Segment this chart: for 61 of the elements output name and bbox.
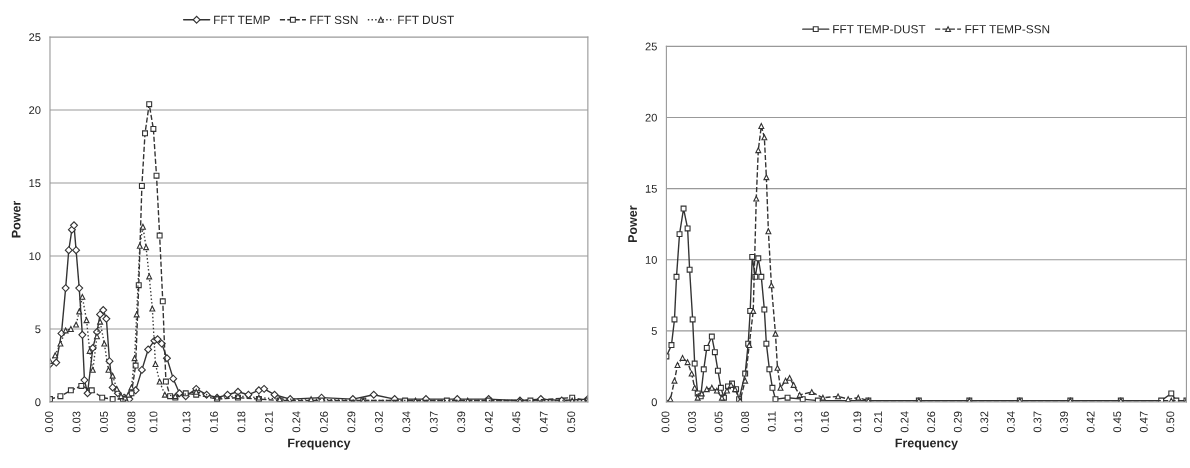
- x-tick-label: 0.10: [149, 411, 158, 433]
- y-tick-label: 10: [645, 256, 657, 264]
- x-axis-title: Frequency: [288, 438, 351, 450]
- x-tick-label: 0.47: [539, 411, 548, 433]
- x-tick-label: 0.21: [874, 411, 882, 433]
- x-tick-label: 0.03: [688, 411, 696, 433]
- x-tick-label: 0.05: [100, 411, 108, 433]
- x-tick-label: 0.50: [567, 411, 576, 433]
- x-tick-label: 0.00: [45, 411, 53, 433]
- y-axis-title: Power: [628, 205, 637, 243]
- x-tick-label: 0.34: [402, 411, 411, 433]
- legend-label: FFT TEMP-SSN: [965, 25, 1050, 34]
- x-tick-label: 0.21: [264, 411, 273, 433]
- x-tick-label: 0.11: [767, 411, 776, 432]
- y-tick-label: 25: [645, 42, 657, 51]
- x-tick-label: 0.37: [429, 411, 438, 433]
- legend-label: FFT TEMP: [214, 15, 270, 24]
- y-tick-label: 5: [651, 327, 657, 336]
- x-tick-label: 0.16: [820, 411, 829, 433]
- x-tick-label: 0.29: [953, 411, 962, 433]
- y-tick-label: 5: [35, 325, 41, 334]
- y-tick-label: 0: [651, 398, 657, 407]
- x-tick-label: 0.00: [661, 411, 670, 433]
- y-tick-label: 15: [645, 184, 657, 193]
- x-tick-label: 0.37: [1033, 411, 1042, 433]
- x-tick-label: 0.32: [374, 411, 383, 433]
- x-tick-label: 0.29: [347, 411, 356, 433]
- y-tick-label: 0: [35, 398, 41, 407]
- y-tick-label: 20: [29, 106, 41, 115]
- x-tick-label: 0.05: [714, 411, 723, 433]
- legend-label: FFT DUST: [398, 15, 454, 25]
- x-tick-label: 0.19: [853, 411, 862, 433]
- x-tick-label: 0.45: [512, 411, 521, 433]
- legend-label: FFT TEMP-DUST: [833, 25, 926, 34]
- x-tick-label: 0.50: [1166, 411, 1175, 433]
- y-axis-title: Power: [11, 200, 21, 238]
- x-axis-title: Frequency: [895, 438, 958, 450]
- y-tick-label: 25: [29, 33, 41, 42]
- x-tick-label: 0.18: [237, 411, 246, 433]
- y-tick-label: 15: [29, 179, 41, 188]
- x-tick-label: 0.42: [484, 411, 493, 433]
- x-tick-label: 0.39: [457, 411, 466, 433]
- x-tick-label: 0.42: [1086, 411, 1095, 433]
- x-tick-label: 0.24: [900, 411, 909, 433]
- x-tick-label: 0.45: [1113, 411, 1122, 433]
- x-tick-label: 0.24: [292, 411, 301, 433]
- x-tick-label: 0.08: [741, 411, 750, 433]
- x-tick-label: 0.13: [794, 411, 803, 433]
- x-tick-label: 0.13: [182, 411, 191, 433]
- y-tick-label: 20: [645, 113, 657, 122]
- x-tick-label: 0.34: [1006, 411, 1015, 433]
- x-tick-label: 0.08: [127, 411, 136, 433]
- x-tick-label: 0.16: [210, 411, 218, 433]
- x-tick-label: 0.03: [72, 411, 81, 433]
- x-tick-label: 0.47: [1139, 411, 1148, 433]
- legend-label: FFT SSN: [310, 15, 358, 25]
- y-tick-label: 10: [29, 252, 41, 261]
- x-tick-label: 0.32: [980, 411, 989, 433]
- x-tick-label: 0.26: [319, 411, 328, 433]
- x-tick-label: 0.26: [927, 411, 936, 433]
- x-tick-label: 0.39: [1060, 411, 1068, 433]
